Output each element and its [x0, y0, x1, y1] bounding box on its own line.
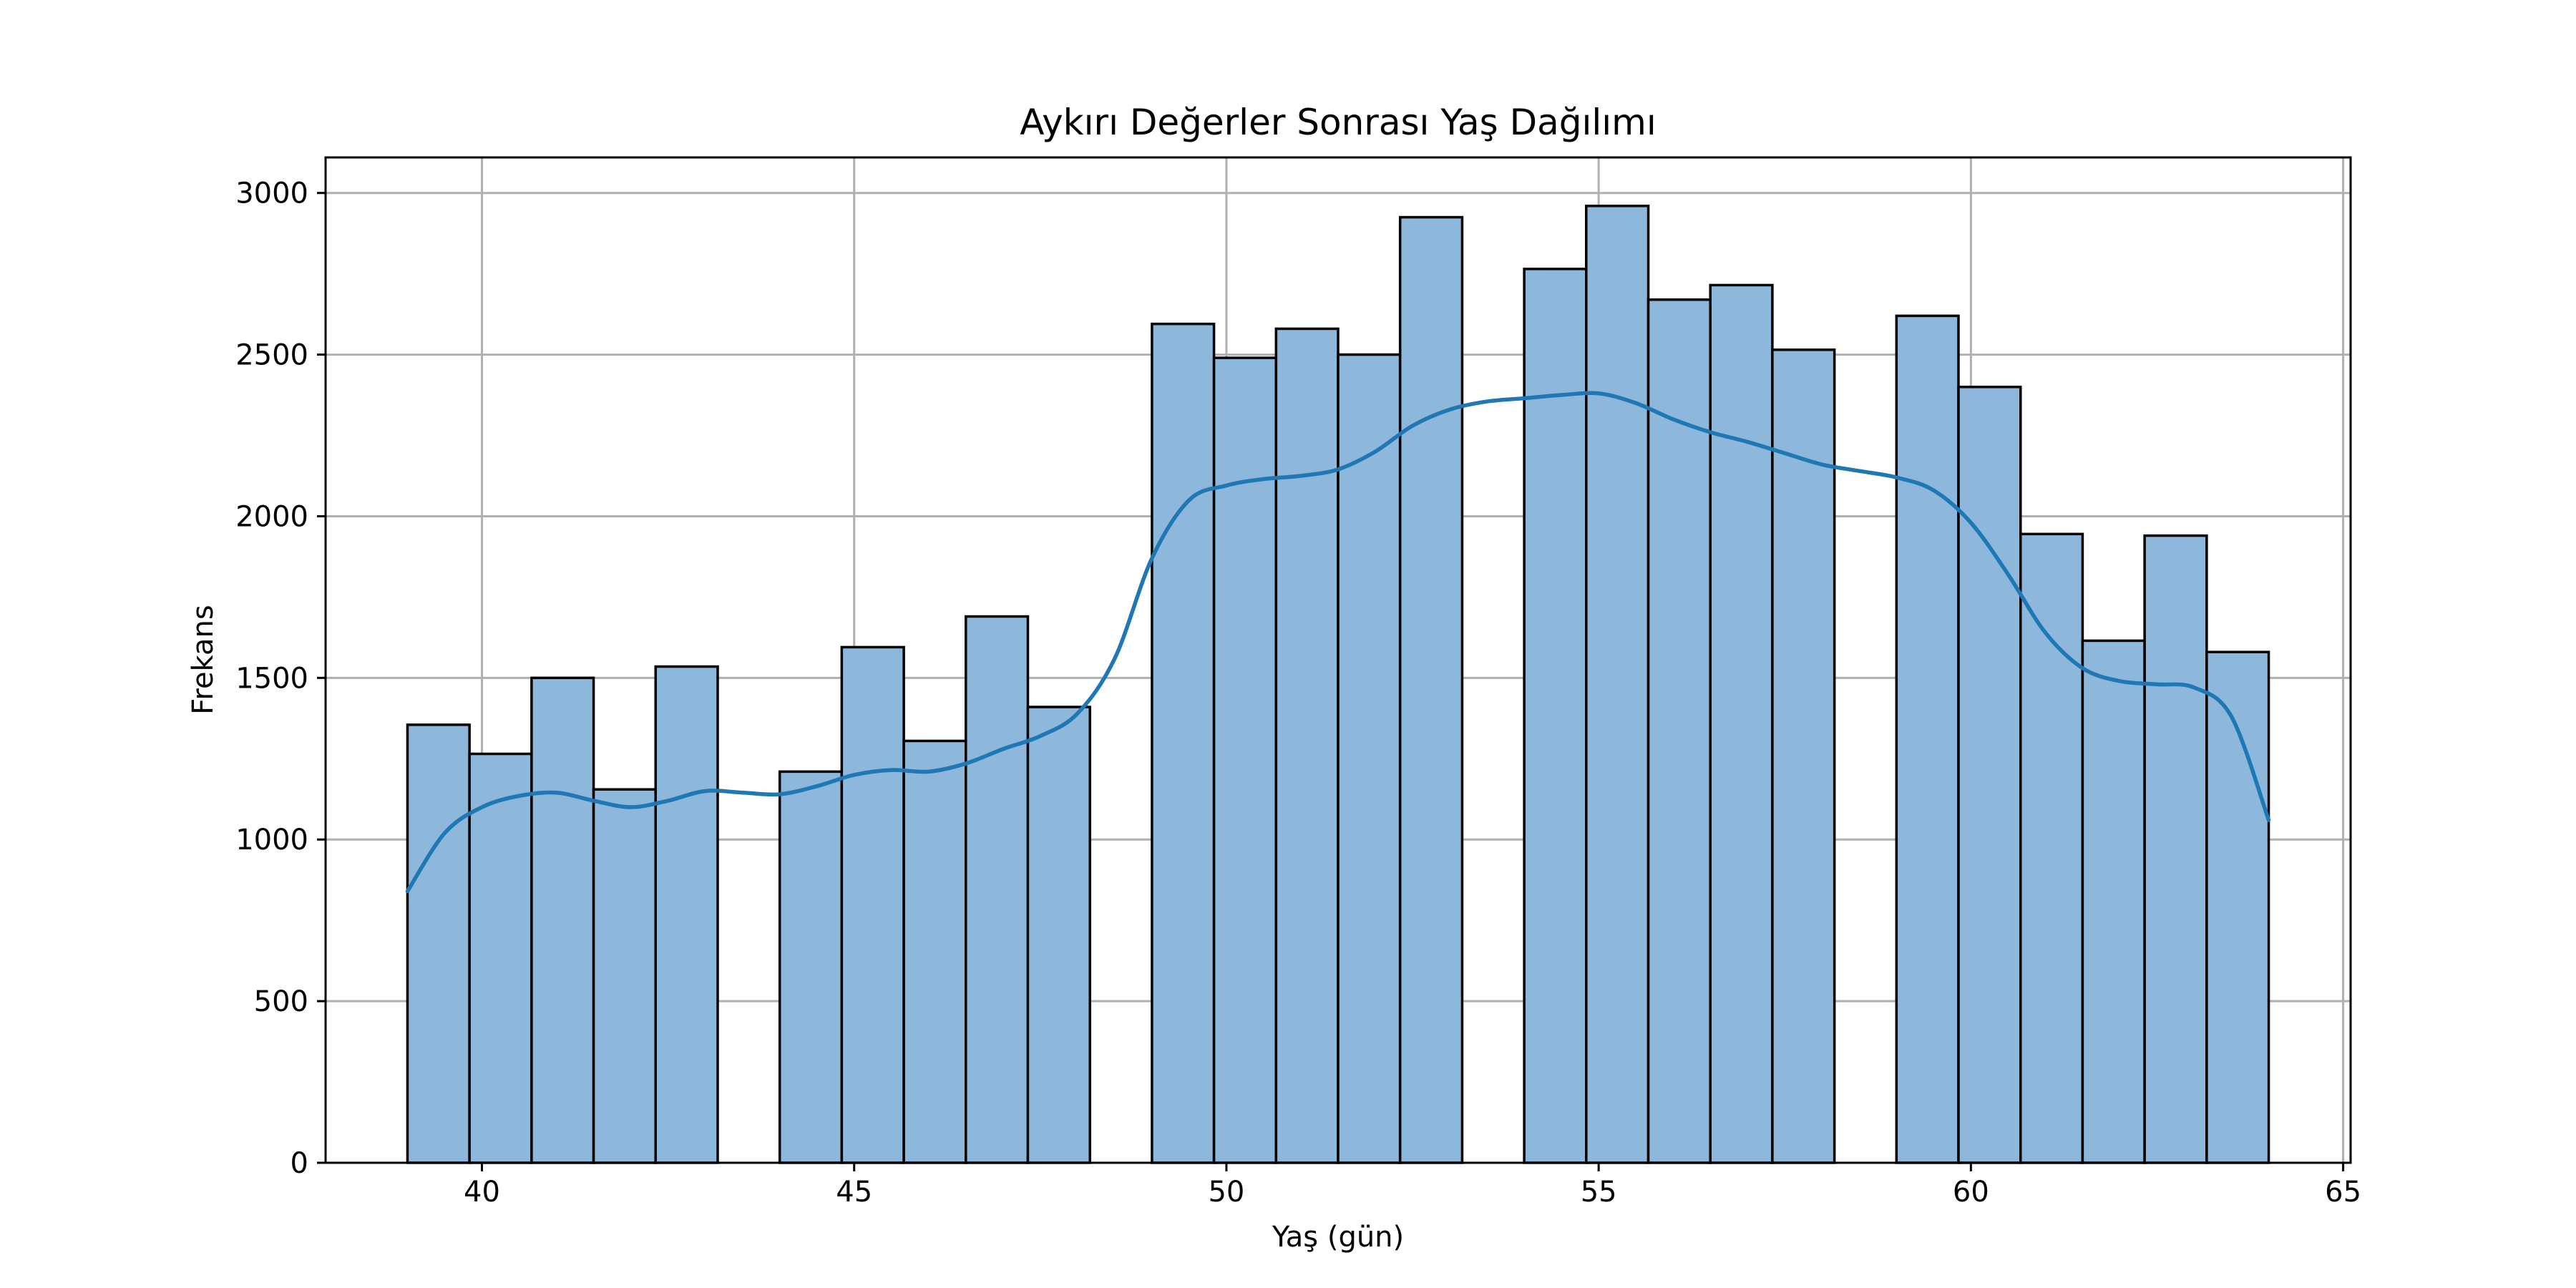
histogram-bar: [1026, 706, 1091, 1164]
histogram-bars: [406, 205, 2270, 1164]
histogram-bar: [1585, 205, 1650, 1164]
x-axis-ticks: 40 45 50 55 60 65: [464, 1163, 2361, 1209]
histogram-bar: [468, 752, 533, 1164]
plot-frame: [324, 156, 2352, 1164]
x-tick-label: 45: [836, 1176, 872, 1209]
histogram-bar: [2081, 639, 2146, 1164]
histogram-bar: [1151, 322, 1216, 1164]
y-tick-label: 500: [254, 985, 308, 1018]
histogram-bar: [1337, 353, 1402, 1164]
histogram-bar: [778, 770, 844, 1164]
histogram-bar: [1398, 215, 1464, 1164]
kde-curve: [405, 391, 2271, 894]
histogram-bar: [406, 723, 471, 1164]
x-tick-label: 65: [2325, 1176, 2361, 1209]
y-axis-label: Frekans: [187, 605, 220, 714]
y-tick-label: 0: [291, 1147, 308, 1180]
histogram-bar: [654, 665, 719, 1164]
histogram-bar: [1895, 314, 1960, 1164]
histogram-bar: [1709, 283, 1774, 1164]
x-axis-label: Yaş (gün): [1272, 1221, 1404, 1254]
histogram-bar: [965, 615, 1030, 1164]
y-axis-ticks: 0 500 1000 1500 2000 2500 3000: [235, 177, 326, 1180]
x-tick-label: 50: [1208, 1176, 1244, 1209]
chart-title: Aykırı Değerler Sonrası Yaş Dağılımı: [1020, 102, 1656, 143]
y-tick-label: 3000: [235, 177, 308, 210]
histogram-bar: [902, 739, 967, 1164]
histogram-bar: [840, 645, 905, 1164]
histogram-bar: [1957, 386, 2022, 1164]
histogram-bar: [1274, 327, 1340, 1164]
histogram-bar: [1771, 348, 1836, 1164]
histogram-bar: [2019, 532, 2084, 1164]
histogram-bar: [592, 788, 657, 1164]
histogram-bar: [1523, 268, 1588, 1164]
y-tick-label: 2000: [235, 500, 308, 533]
x-tick-label: 40: [464, 1176, 500, 1209]
histogram-bar: [2143, 534, 2208, 1164]
histogram-bar: [530, 676, 595, 1164]
x-tick-label: 55: [1581, 1176, 1617, 1209]
y-tick-label: 1500: [235, 662, 308, 695]
histogram-bar: [2205, 650, 2270, 1164]
x-tick-label: 60: [1953, 1176, 1989, 1209]
y-tick-label: 2500: [235, 339, 308, 372]
y-tick-label: 1000: [235, 824, 308, 857]
